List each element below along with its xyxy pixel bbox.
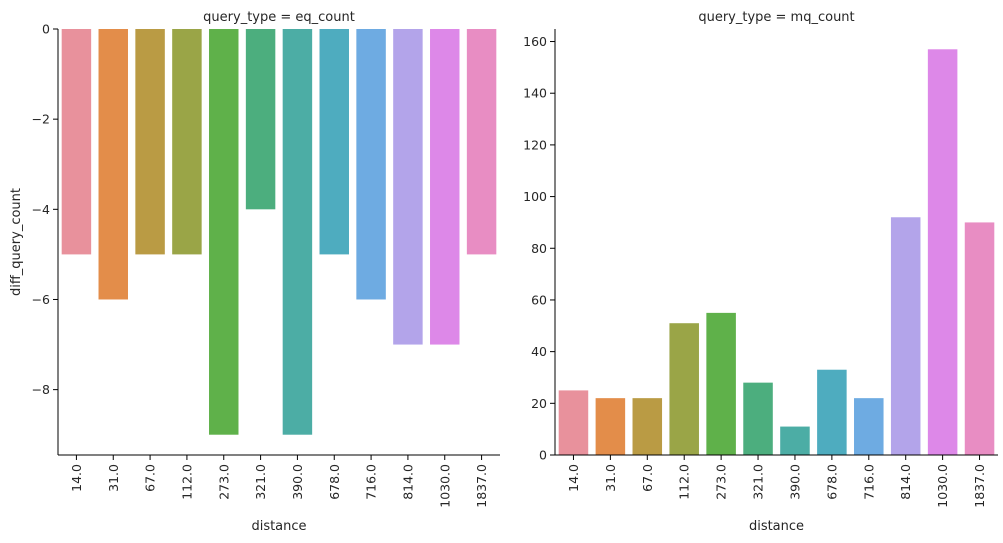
y-tick-label: 60 bbox=[531, 292, 547, 307]
x-tick-label: 273.0 bbox=[216, 464, 231, 500]
y-tick-label: 0 bbox=[42, 22, 50, 37]
x-tick-label: 67.0 bbox=[640, 464, 655, 492]
x-tick-label: 678.0 bbox=[824, 464, 839, 500]
x-tick-label: 112.0 bbox=[179, 464, 194, 500]
y-tick-label: 160 bbox=[523, 34, 547, 49]
y-tick-label: −8 bbox=[32, 382, 50, 397]
bar-390.0 bbox=[780, 426, 810, 455]
x-tick-label: 814.0 bbox=[400, 464, 415, 500]
x-tick-label: 390.0 bbox=[787, 464, 802, 500]
y-axis-label: diff_query_count bbox=[9, 188, 24, 296]
y-tick-label: −2 bbox=[32, 112, 50, 127]
bar-321.0 bbox=[245, 29, 276, 210]
x-tick-label: 678.0 bbox=[327, 464, 342, 500]
x-tick-label: 31.0 bbox=[603, 464, 618, 492]
bar-678.0 bbox=[319, 29, 349, 255]
y-tick-label: 40 bbox=[531, 344, 547, 359]
y-tick-label: 140 bbox=[523, 86, 547, 101]
x-axis-label: distance bbox=[749, 519, 804, 534]
x-tick-label: 67.0 bbox=[143, 464, 158, 492]
bar-716.0 bbox=[854, 398, 884, 455]
x-tick-label: 112.0 bbox=[677, 464, 692, 500]
bar-321.0 bbox=[743, 382, 773, 455]
y-tick-label: 120 bbox=[523, 137, 547, 152]
y-tick-label: −4 bbox=[32, 202, 50, 217]
y-tick-label: −6 bbox=[32, 292, 50, 307]
x-tick-label: 1837.0 bbox=[474, 464, 489, 508]
bar-67.0 bbox=[135, 29, 165, 255]
bar-716.0 bbox=[356, 29, 386, 300]
panel-2: 0 20 40 60 80 100 120 140 160 14.0 31.0 67.0 112.0 27… bbox=[523, 10, 998, 534]
x-tick-label: 814.0 bbox=[898, 464, 913, 500]
bar-814.0 bbox=[393, 29, 423, 345]
bar-1837.0 bbox=[466, 29, 497, 255]
x-tick-label: 14.0 bbox=[566, 464, 581, 492]
x-tick-label: 716.0 bbox=[861, 464, 876, 500]
x-tick-label: 390.0 bbox=[290, 464, 305, 500]
x-axis-label: distance bbox=[251, 519, 306, 534]
bar-273.0 bbox=[706, 312, 736, 455]
bar-14.0 bbox=[558, 390, 589, 455]
panel-1: 0 −2 −4 −6 −8 14.0 31.0 67.0 112.0 273.0 321.0 390.… bbox=[9, 10, 500, 534]
x-tick-label: 1030.0 bbox=[437, 464, 452, 508]
y-tick-label: 20 bbox=[531, 396, 547, 411]
bar-112.0 bbox=[669, 323, 699, 455]
x-tick-label: 273.0 bbox=[714, 464, 729, 500]
x-tick-label: 14.0 bbox=[69, 464, 84, 492]
bar-31.0 bbox=[98, 29, 128, 300]
bar-1030.0 bbox=[430, 29, 460, 345]
y-tick-label: 0 bbox=[539, 448, 547, 463]
y-tick-label: 100 bbox=[523, 189, 547, 204]
x-tick-label: 321.0 bbox=[253, 464, 268, 500]
panel-title: query_type = mq_count bbox=[698, 10, 854, 25]
bar-678.0 bbox=[817, 369, 847, 455]
bar-1837.0 bbox=[964, 222, 995, 455]
bar-31.0 bbox=[595, 398, 626, 455]
x-tick-label: 716.0 bbox=[364, 464, 379, 500]
x-tick-label: 1030.0 bbox=[935, 464, 950, 508]
bar-814.0 bbox=[890, 217, 921, 455]
bar-112.0 bbox=[172, 29, 202, 255]
y-tick-label: 80 bbox=[531, 241, 547, 256]
bar-390.0 bbox=[282, 29, 313, 435]
bar-273.0 bbox=[209, 29, 239, 435]
bar-67.0 bbox=[632, 398, 663, 455]
x-tick-label: 31.0 bbox=[106, 464, 121, 492]
bar-14.0 bbox=[61, 29, 92, 255]
x-tick-label: 1837.0 bbox=[972, 464, 987, 508]
x-tick-label: 321.0 bbox=[751, 464, 766, 500]
bar-1030.0 bbox=[927, 49, 958, 455]
panel-title: query_type = eq_count bbox=[203, 10, 355, 25]
